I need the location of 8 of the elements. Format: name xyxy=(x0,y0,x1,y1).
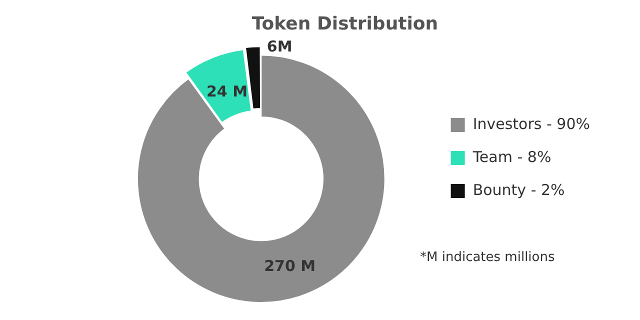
data-label: 6M xyxy=(266,37,292,56)
data-label: 270 M xyxy=(264,256,316,275)
legend-label: Team - 8% xyxy=(472,148,552,166)
data-label: 24 M xyxy=(206,82,248,100)
text: *M indicates millions xyxy=(420,250,555,265)
legend-label: Bounty - 2% xyxy=(472,180,565,199)
legend-label: Investors - 90% xyxy=(472,114,590,133)
chart-title: Token Distribution xyxy=(252,13,438,34)
